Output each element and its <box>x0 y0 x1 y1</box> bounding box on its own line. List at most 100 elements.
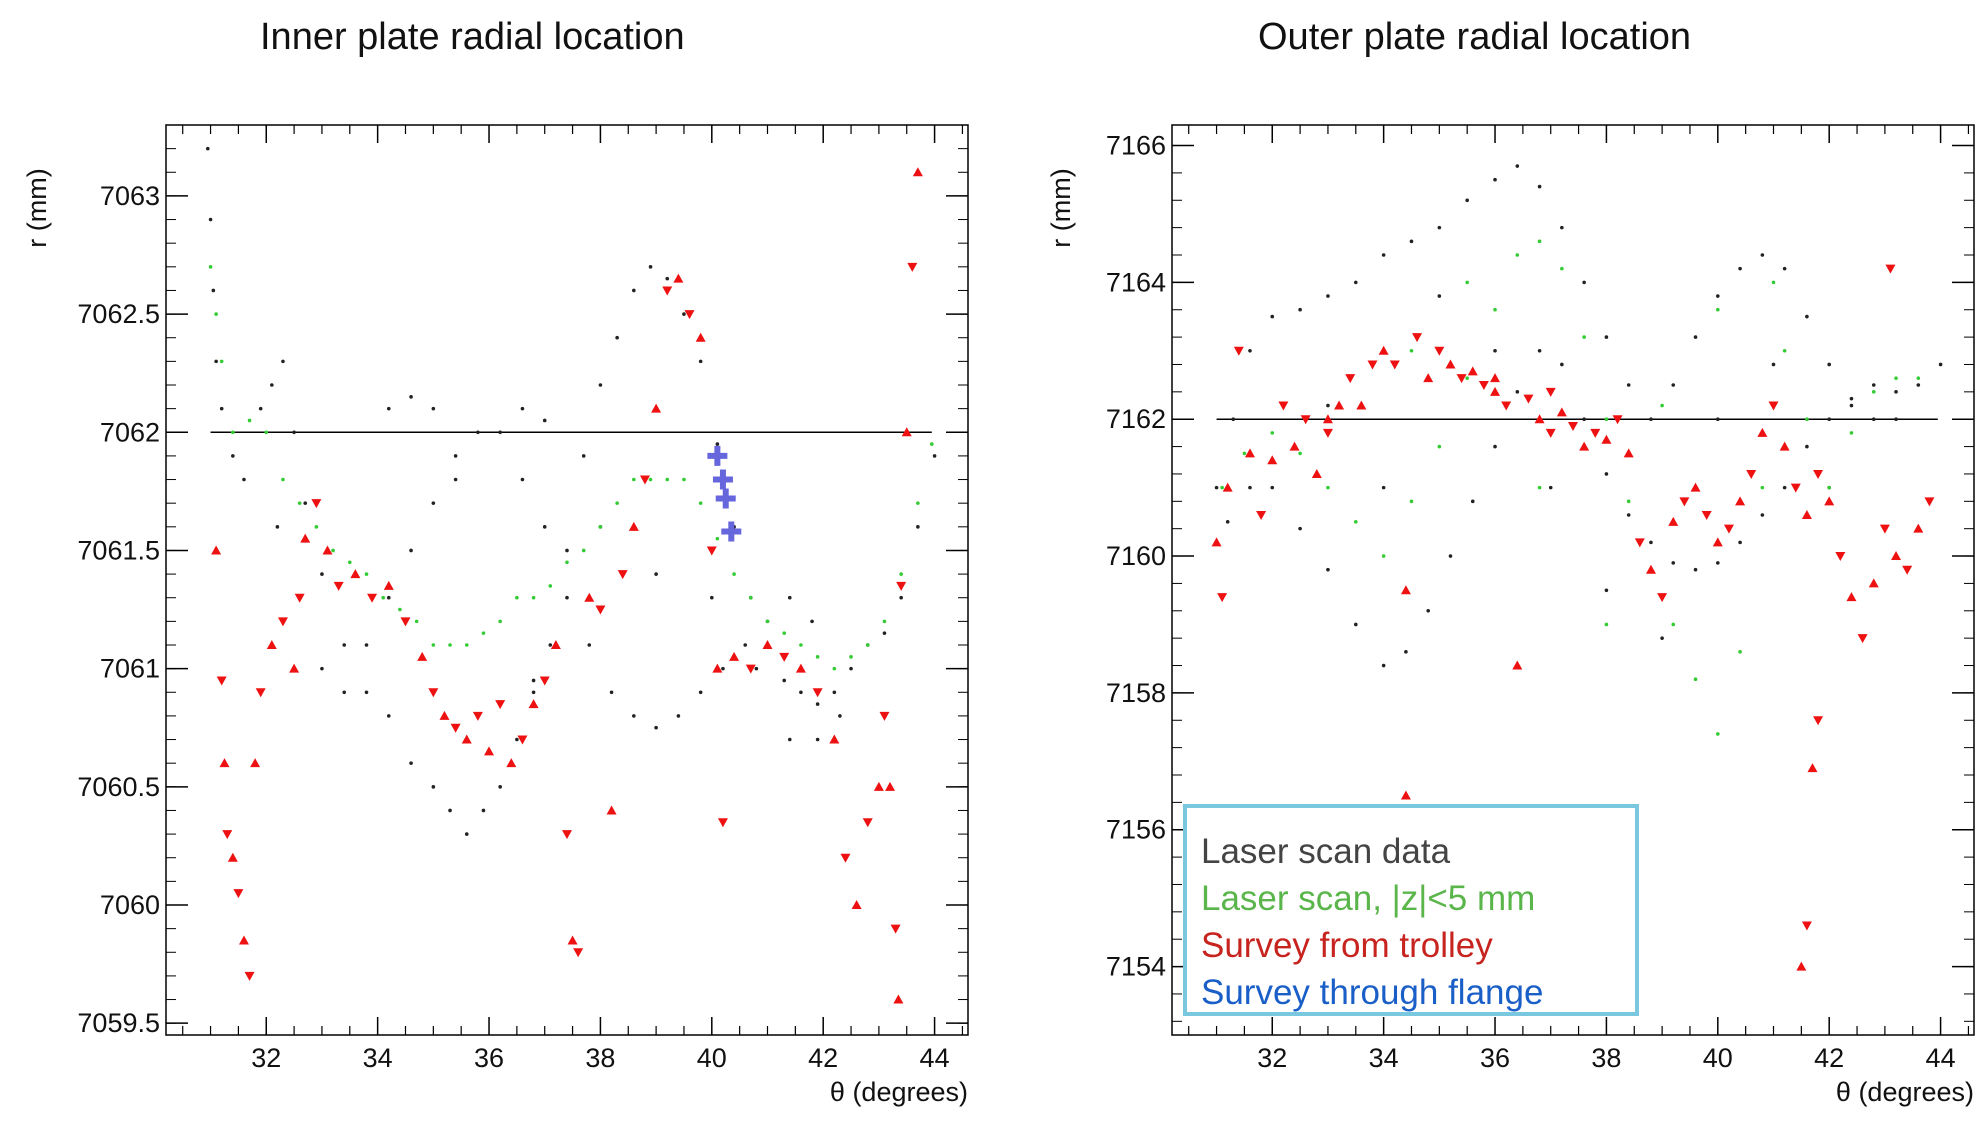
plot-0: 32 34 36 38 40 42 44 7059.5 7060 7060.5 7061 7061.5… <box>22 124 969 1107</box>
data-point <box>743 643 748 647</box>
data-point <box>219 359 224 364</box>
data-point <box>1248 348 1252 353</box>
data-point <box>289 663 300 673</box>
data-point <box>476 430 480 435</box>
data-point <box>929 442 934 446</box>
data-point <box>381 595 386 600</box>
data-point <box>1924 497 1935 507</box>
data-point <box>1244 448 1255 458</box>
x-tick-label: 34 <box>363 1043 393 1073</box>
data-point <box>1381 485 1386 490</box>
data-point <box>264 430 269 435</box>
data-point <box>205 146 210 151</box>
data-point <box>648 265 653 269</box>
data-point <box>1623 448 1634 458</box>
data-point <box>882 631 887 635</box>
data-point <box>1813 716 1824 726</box>
data-point <box>1668 516 1679 526</box>
data-point <box>1512 660 1523 670</box>
data-point <box>707 445 728 466</box>
x-tick-label: 34 <box>1369 1043 1399 1073</box>
data-point <box>1256 511 1267 520</box>
data-point <box>1298 451 1302 456</box>
data-point <box>654 725 658 730</box>
data-point <box>1612 415 1623 425</box>
data-point <box>331 548 335 553</box>
legend-entry-laser-scan-z: Laser scan, |z|<5 mm <box>1201 879 1536 918</box>
data-point <box>1548 485 1553 490</box>
data-point <box>1827 417 1831 422</box>
data-point <box>779 652 790 662</box>
data-point <box>1404 650 1408 654</box>
data-point <box>916 501 920 505</box>
data-point <box>238 935 249 945</box>
data-point <box>1771 362 1776 367</box>
data-point <box>1412 333 1423 343</box>
data-point <box>431 501 436 505</box>
data-point <box>431 785 436 789</box>
data-point <box>1353 280 1358 285</box>
data-point <box>542 418 547 423</box>
data-point <box>628 521 639 531</box>
data-point <box>1604 588 1609 593</box>
data-point <box>515 737 519 742</box>
series-2 <box>1211 264 1935 971</box>
data-point <box>748 595 753 600</box>
data-point <box>266 640 277 649</box>
data-point <box>1660 403 1664 408</box>
data-point <box>1545 387 1556 397</box>
legend-entry-survey-flange: Survey through flange <box>1201 973 1544 1012</box>
data-point <box>598 383 603 387</box>
data-point <box>1445 359 1456 369</box>
data-point <box>617 570 628 580</box>
y-tick-label: 7164 <box>1106 267 1166 297</box>
data-point <box>520 477 525 482</box>
data-point <box>1827 485 1831 490</box>
data-point <box>1813 469 1824 479</box>
x-tick-label: 38 <box>1591 1043 1621 1073</box>
data-point <box>1560 266 1564 271</box>
data-point <box>639 475 650 485</box>
data-point <box>581 548 586 553</box>
data-point <box>1515 253 1520 257</box>
data-point <box>615 501 619 505</box>
data-point <box>648 477 653 482</box>
data-point <box>1645 564 1656 574</box>
data-point <box>1490 373 1501 383</box>
series-3 <box>707 445 742 542</box>
data-point <box>303 501 308 505</box>
data-point <box>815 655 820 659</box>
data-point <box>214 359 218 364</box>
data-point <box>698 359 703 364</box>
data-point <box>498 430 502 435</box>
data-point <box>227 852 238 862</box>
data-point <box>244 971 255 981</box>
data-point <box>450 723 461 733</box>
data-point <box>1248 485 1252 490</box>
data-point <box>1782 485 1787 490</box>
data-point <box>1849 396 1854 401</box>
data-point <box>1590 428 1601 438</box>
data-point <box>517 735 528 745</box>
data-point <box>632 288 636 293</box>
data-point <box>277 617 288 627</box>
data-point <box>1782 266 1787 271</box>
data-point <box>765 619 770 624</box>
data-point <box>1916 376 1921 380</box>
data-point <box>762 640 773 649</box>
x-tick-label: 44 <box>920 1043 950 1073</box>
data-point <box>651 403 662 413</box>
data-point <box>584 592 595 602</box>
data-point <box>1857 634 1868 644</box>
data-point <box>782 631 787 635</box>
data-point <box>1534 414 1545 424</box>
data-point <box>347 560 352 565</box>
plot-1: 32 34 36 38 40 42 44 7154 7156 7158 7160 7162 7164 71… <box>1046 124 1975 1107</box>
data-point <box>1582 280 1586 285</box>
data-point <box>222 830 233 840</box>
data-point <box>247 418 252 423</box>
x-axis-label: θ (degrees) <box>830 1077 968 1107</box>
y-tick-label: 7154 <box>1106 952 1166 982</box>
data-point <box>1849 431 1854 435</box>
data-point <box>1693 677 1698 682</box>
